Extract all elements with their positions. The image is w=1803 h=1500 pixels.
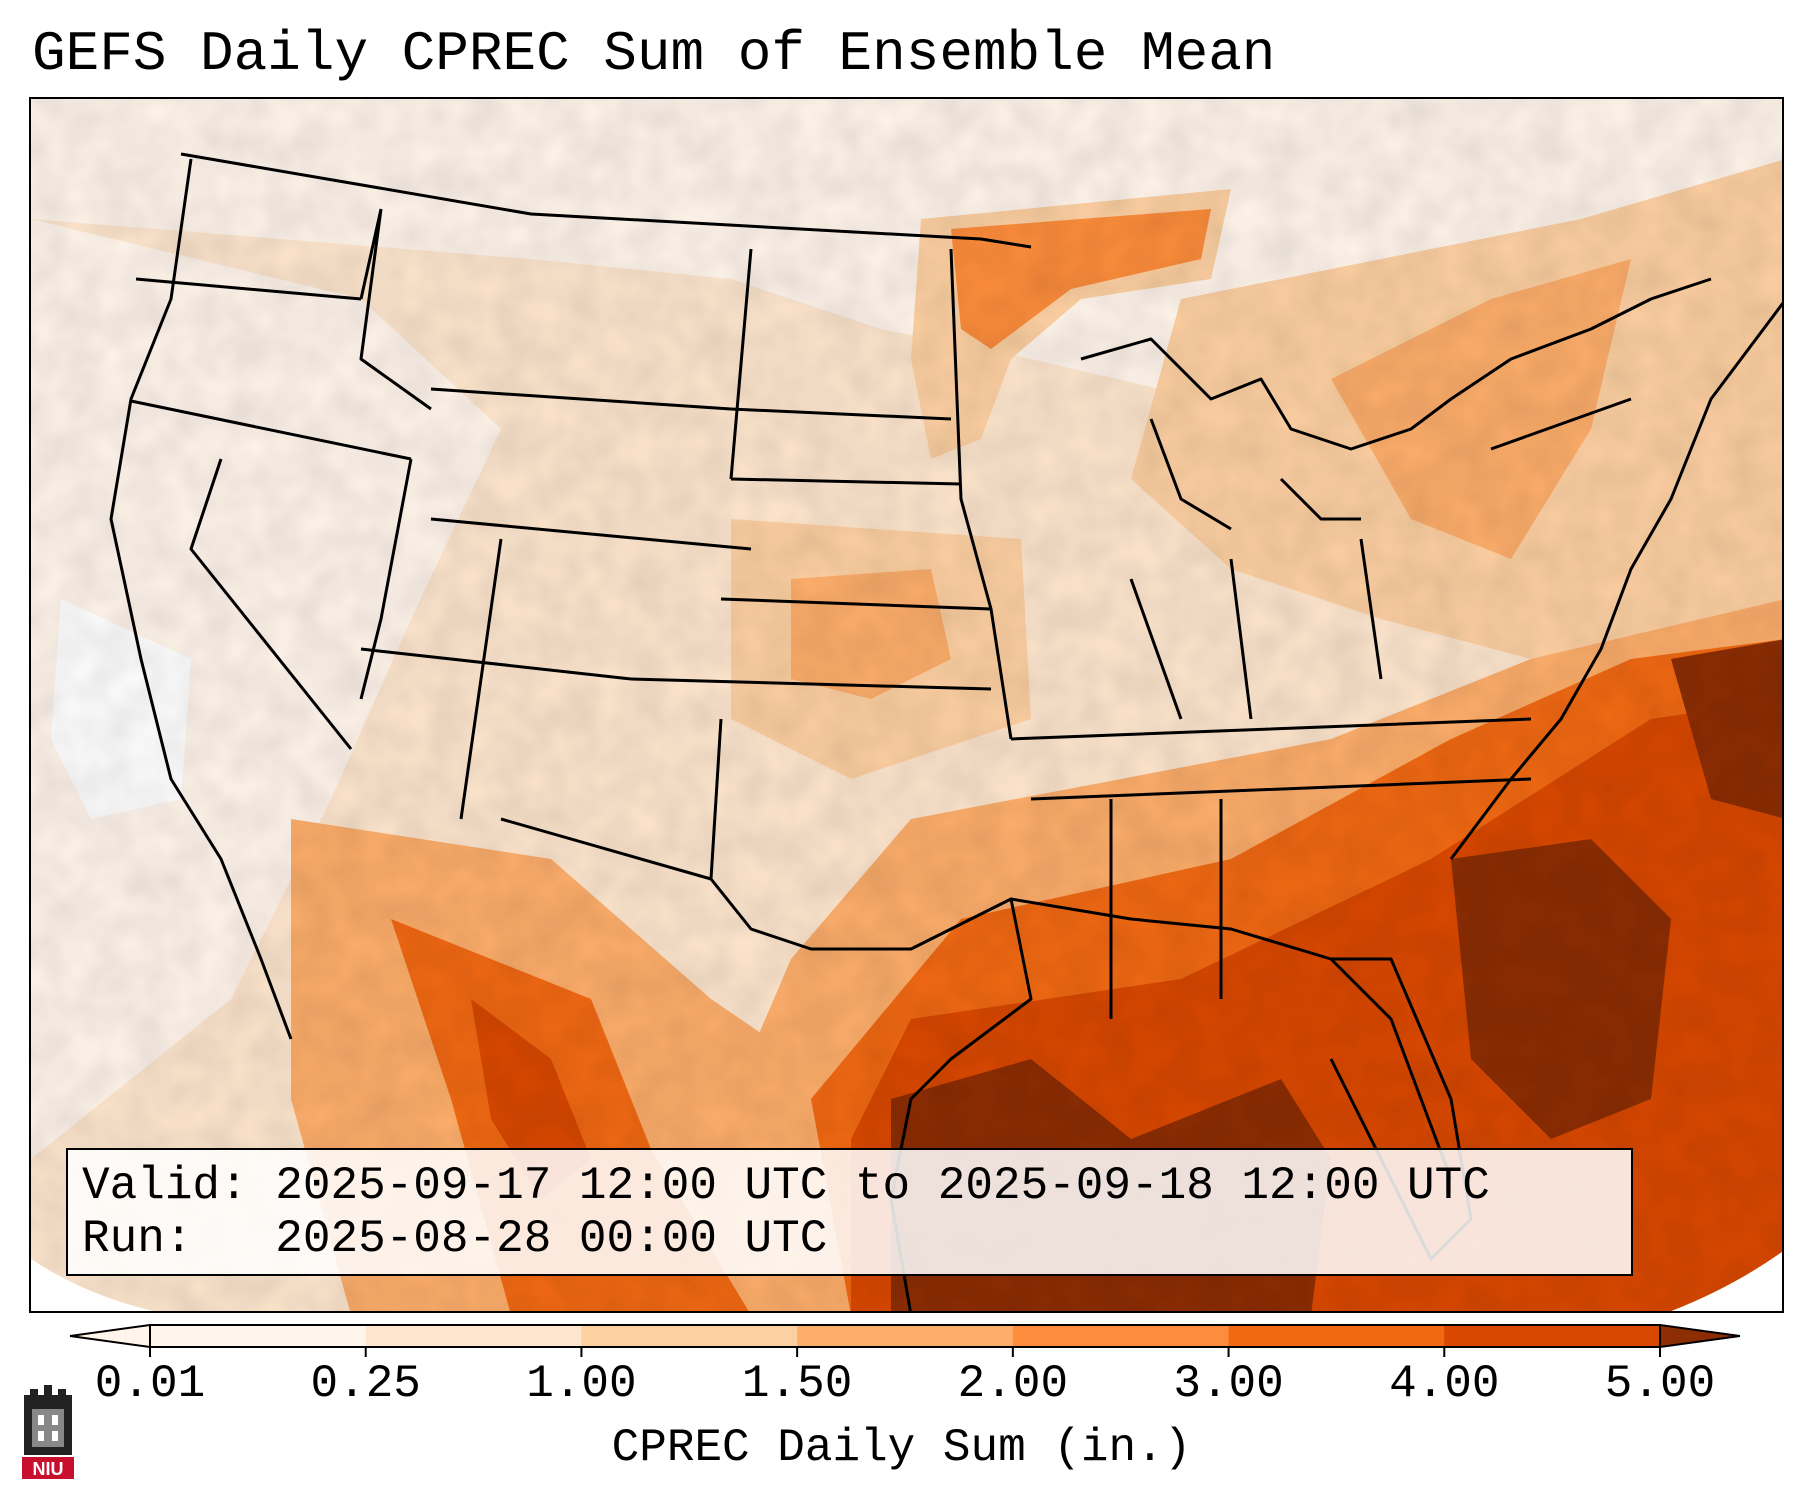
projection-corner-right [1671,1251,1782,1311]
plains-east [949,248,1013,740]
colorbar-segment [1012,1325,1230,1347]
colorbar-segment [797,1325,1014,1347]
wy-co [430,517,752,551]
svg-text:NIU: NIU [33,1459,64,1479]
dakotas-west [729,248,753,480]
valid-run-info-box: Valid: 2025-09-17 12:00 UTC to 2025-09-1… [66,1148,1633,1276]
colorbar-tick-label: 2.00 [957,1358,1069,1410]
colorbar-segment [581,1325,798,1347]
or-ca-border [130,399,412,461]
run-label: Run: [82,1213,193,1265]
ca-nv-border [189,458,353,750]
az-nm [459,538,503,820]
canada-border [180,152,1032,249]
co-nm [630,677,992,691]
colorbar-segment [150,1325,367,1347]
boundaries [109,152,1782,1311]
colorbar-segment [1228,1325,1445,1347]
colorbar-segment [1444,1325,1661,1347]
mt-wy [430,387,732,411]
colorbar-outline [149,1324,1661,1348]
wa-or-border [135,277,362,301]
colorbar-segment [365,1325,582,1347]
colorbar-tick-label: 0.25 [310,1358,421,1410]
ut-az [360,647,632,681]
nd-sd-ne-ks [720,407,992,611]
nv-ut-border [359,458,413,700]
colorbar-tick-label: 0.01 [94,1358,206,1410]
pacific-coast [109,158,293,1040]
great-lakes [1080,337,1452,531]
colorbar-tick-label: 1.50 [741,1358,853,1410]
run-value: 2025-08-28 00:00 UTC [275,1213,828,1265]
colorbar-tick-label: 3.00 [1173,1358,1284,1410]
mid-south-lines [1010,717,1532,1019]
map-canvas [31,99,1782,1311]
map-title: GEFS Daily CPREC Sum of Ensemble Mean [32,22,1276,86]
projection-corner-left [31,1259,154,1311]
colorbar-extend-low [70,1323,151,1349]
precipitation-map [29,97,1784,1313]
atlantic-coast [1449,301,1782,860]
id-border [359,208,432,411]
northeast [1450,277,1712,451]
ohio-valley [1129,538,1383,720]
precip-field-texture [31,99,1782,1311]
colorbar-tick-label: 4.00 [1389,1358,1500,1410]
colorbar-label: CPREC Daily Sum (in.) [611,1422,1192,1474]
colorbar-tick-label: 5.00 [1604,1358,1716,1410]
colorbar [70,1323,1740,1357]
valid-value: 2025-09-17 12:00 UTC to 2025-09-18 12:00… [275,1160,1490,1212]
colorbar-tick-label: 1.00 [526,1358,637,1410]
colorbar-extend-high [1659,1323,1740,1349]
niu-logo: NIU [22,1385,74,1479]
valid-label: Valid: [82,1160,248,1212]
